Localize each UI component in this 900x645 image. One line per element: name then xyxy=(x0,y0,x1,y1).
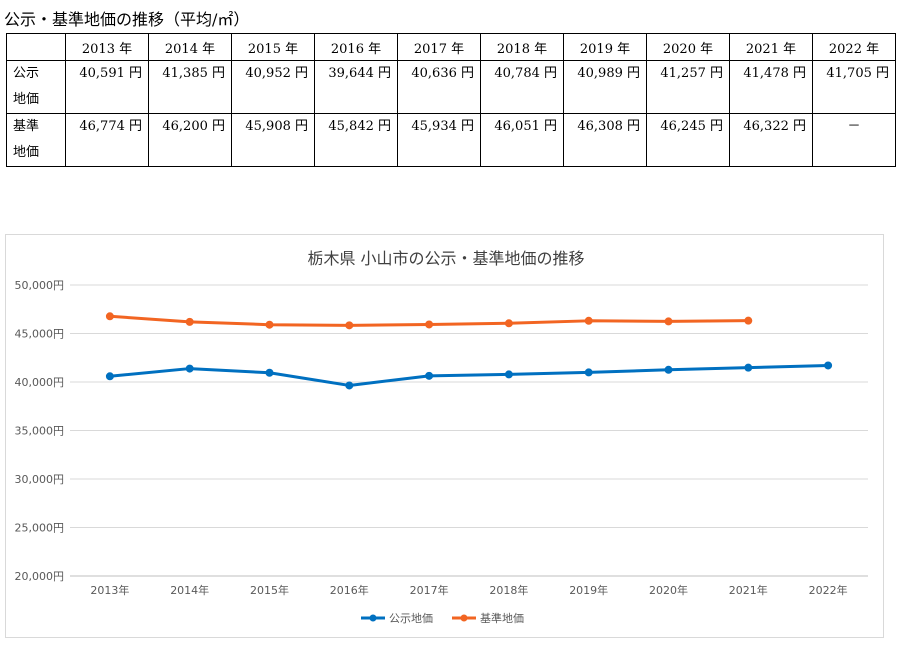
table-corner-cell xyxy=(6,33,66,61)
year-header: 2019 年 xyxy=(563,33,647,61)
row-label-line: 公示 xyxy=(13,66,40,81)
data-point xyxy=(185,364,194,373)
data-point xyxy=(744,363,753,372)
data-point xyxy=(584,368,593,377)
legend-label: 基準地価 xyxy=(480,611,524,625)
table-cell: 46,245 円 xyxy=(646,113,730,167)
x-tick-label: 2018年 xyxy=(489,583,528,597)
x-axis: 2013年 2014年 2015年 2016年 2017年 2018年 2019年 2020年… xyxy=(90,583,847,597)
series xyxy=(105,312,833,390)
x-tick-label: 2016年 xyxy=(330,583,369,597)
legend-label: 公示地価 xyxy=(389,612,433,625)
series-group xyxy=(105,361,833,390)
data-point xyxy=(584,316,593,325)
table-cell: 40,591 円 xyxy=(65,60,149,114)
table-header-row: 2013 年 2014 年 2015 年 2016 年 2017 年 2018 … xyxy=(6,33,896,61)
x-tick-label: 2019年 xyxy=(569,583,608,597)
page-title: 公示・基準地価の推移（平均/㎡） xyxy=(4,10,250,29)
table-cell: 45,908 円 xyxy=(231,113,315,167)
data-point xyxy=(664,365,673,374)
table-cell: 45,842 円 xyxy=(314,113,398,167)
table-cell: 41,385 円 xyxy=(148,60,232,114)
table-cell: 39,644 円 xyxy=(314,60,398,114)
data-point xyxy=(185,317,194,326)
table-cell: 40,989 円 xyxy=(563,60,647,114)
year-header: 2015 年 xyxy=(231,33,315,61)
y-tick-label: 50,000円 xyxy=(15,279,65,292)
data-point xyxy=(504,370,513,379)
data-point xyxy=(425,320,434,329)
year-header: 2016 年 xyxy=(314,33,398,61)
data-point xyxy=(105,312,114,321)
y-tick-label: 35,000円 xyxy=(15,425,65,438)
table-cell: 46,200 円 xyxy=(148,113,232,167)
x-tick-label: 2013年 xyxy=(90,583,129,597)
data-point xyxy=(265,368,274,377)
year-header: 2021 年 xyxy=(729,33,813,61)
y-tick-label: 40,000円 xyxy=(15,376,65,389)
data-point xyxy=(824,361,833,370)
gridlines xyxy=(70,284,868,577)
data-point xyxy=(345,321,354,330)
data-point xyxy=(265,320,274,329)
table-cell: 40,952 円 xyxy=(231,60,315,114)
data-point xyxy=(664,317,673,326)
y-tick-label: 25,000円 xyxy=(15,522,65,535)
legend-marker xyxy=(460,614,468,622)
table-cell: 46,322 円 xyxy=(729,113,813,167)
legend: 公示地価 基準地価 xyxy=(361,611,524,625)
data-point xyxy=(345,381,354,390)
year-header: 2013 年 xyxy=(65,33,149,61)
row-label-koji: 公示 地価 xyxy=(6,60,66,114)
y-tick-label: 30,000円 xyxy=(15,473,65,486)
x-tick-label: 2020年 xyxy=(649,583,688,597)
table-cell: 45,934 円 xyxy=(397,113,481,167)
table-cell: 41,478 円 xyxy=(729,60,813,114)
y-tick-label: 20,000円 xyxy=(15,570,65,583)
year-header: 2018 年 xyxy=(480,33,564,61)
table-cell: 46,774 円 xyxy=(65,113,149,167)
line-chart: 栃木県 小山市の公示・基準地価の推移 20,000円 25,000円 30,000円… xyxy=(15,249,868,625)
table-cell: 41,257 円 xyxy=(646,60,730,114)
x-tick-label: 2017年 xyxy=(410,583,449,597)
table-cell: － xyxy=(812,113,896,167)
table-cell: 40,784 円 xyxy=(480,60,564,114)
y-tick-label: 45,000円 xyxy=(15,328,65,341)
x-tick-label: 2021年 xyxy=(729,583,768,597)
row-label-kijun: 基準 地価 xyxy=(6,113,66,167)
data-point xyxy=(425,371,434,380)
y-axis: 20,000円 25,000円 30,000円 35,000円 40,000円 45,00… xyxy=(15,279,65,583)
chart-title: 栃木県 小山市の公示・基準地価の推移 xyxy=(307,249,584,268)
year-header: 2022 年 xyxy=(812,33,896,61)
data-point xyxy=(105,372,114,381)
table-cell: 46,051 円 xyxy=(480,113,564,167)
table-cell: 46,308 円 xyxy=(563,113,647,167)
data-point xyxy=(504,319,513,328)
series-group xyxy=(105,312,753,330)
chart-frame: 栃木県 小山市の公示・基準地価の推移 20,000円 25,000円 30,000円… xyxy=(5,234,884,638)
row-label-line: 基準 xyxy=(13,119,40,134)
year-header: 2014 年 xyxy=(148,33,232,61)
table-cell: 41,705 円 xyxy=(812,60,896,114)
legend-marker xyxy=(369,614,377,622)
year-header: 2017 年 xyxy=(397,33,481,61)
table-cell: 40,636 円 xyxy=(397,60,481,114)
row-label-line: 地価 xyxy=(13,145,40,160)
x-tick-label: 2022年 xyxy=(809,583,848,597)
x-tick-label: 2015年 xyxy=(250,583,289,597)
price-table: 2013 年 2014 年 2015 年 2016 年 2017 年 2018 … xyxy=(6,33,896,167)
year-header: 2020 年 xyxy=(646,33,730,61)
row-label-line: 地価 xyxy=(13,92,40,107)
x-tick-label: 2014年 xyxy=(170,583,209,597)
series-line xyxy=(108,363,830,387)
data-point xyxy=(744,316,753,325)
